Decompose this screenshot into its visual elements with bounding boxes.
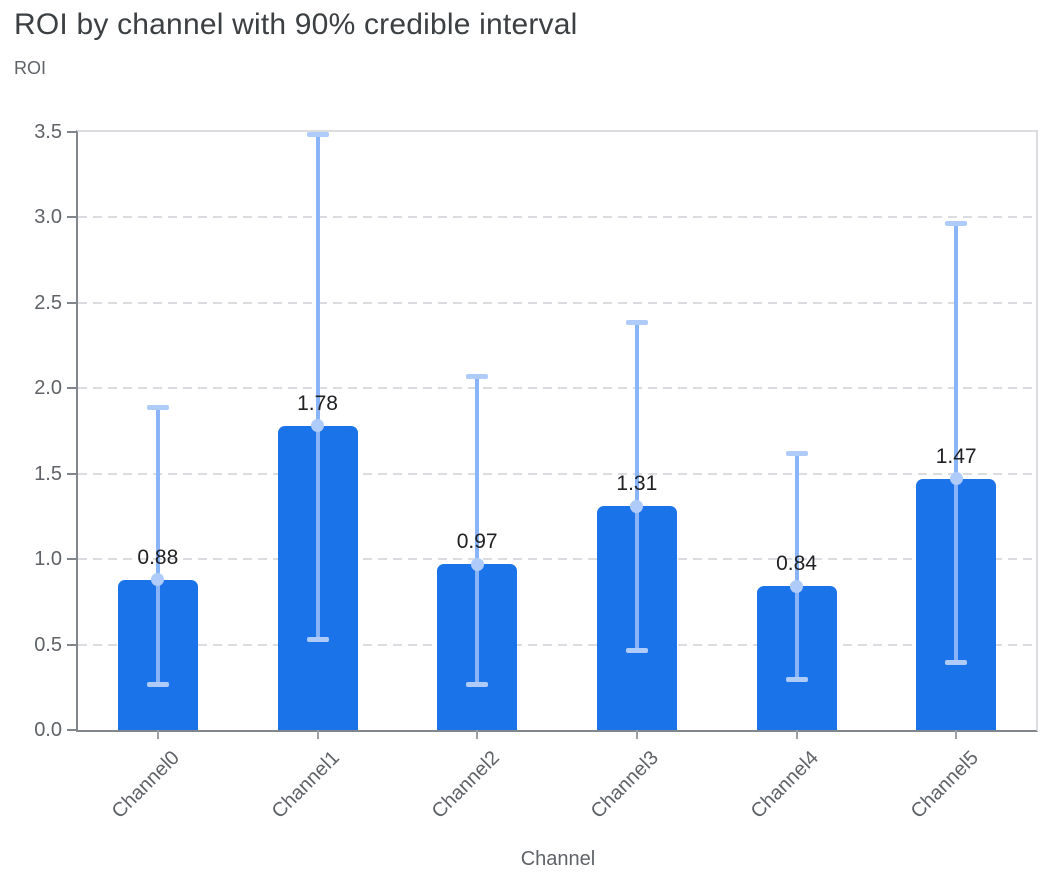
error-bar-lower-cap <box>306 637 329 643</box>
y-axis-tick-2.0 <box>67 387 76 390</box>
error-bar-line-channel1 <box>315 133 320 640</box>
error-bar-lower-cap <box>466 681 489 687</box>
value-label-channel4: 0.84 <box>776 552 817 576</box>
gridline-3 <box>78 216 1036 219</box>
mean-marker <box>151 573 165 587</box>
x-axis-label-channel2: Channel2 <box>427 746 504 823</box>
gridline-0.5 <box>78 643 1036 646</box>
error-bar-upper-cap <box>785 451 808 457</box>
x-axis-tick-channel1 <box>316 730 319 739</box>
gridline-1 <box>78 558 1036 561</box>
error-bar-lower-cap <box>146 681 169 687</box>
error-bar-line-channel5 <box>954 222 959 662</box>
x-axis-label-channel4: Channel4 <box>746 746 823 823</box>
x-axis-tick-channel3 <box>635 730 638 739</box>
gridline-1.5 <box>78 472 1036 475</box>
x-axis-label-channel1: Channel1 <box>267 746 344 823</box>
mean-marker <box>790 579 803 593</box>
x-axis-title: Channel <box>520 848 596 870</box>
gridline-2.5 <box>78 301 1036 304</box>
value-label-channel1: 1.78 <box>297 391 338 415</box>
y-axis-label-1.5: 1.5 <box>34 462 62 485</box>
y-axis-title: ROI <box>14 58 47 78</box>
x-axis-tick-channel4 <box>795 730 798 739</box>
x-axis-label-channel0: Channel0 <box>108 746 185 823</box>
error-bar-line-channel2 <box>475 376 480 684</box>
y-axis-tick-3.5 <box>67 131 76 133</box>
error-bar-line-channel3 <box>634 321 639 650</box>
error-bar-line-channel0 <box>155 407 160 684</box>
y-axis-label-3.0: 3.0 <box>34 206 62 229</box>
x-axis-label-channel3: Channel3 <box>587 746 664 823</box>
mean-marker <box>949 472 963 486</box>
chart-title: ROI by channel with 90% credible interva… <box>14 8 578 41</box>
error-bar-lower-cap <box>625 647 648 653</box>
mean-marker <box>470 557 484 571</box>
error-bar-lower-cap <box>945 659 968 665</box>
value-label-channel3: 1.31 <box>616 472 658 496</box>
value-label-channel0: 0.88 <box>137 545 179 569</box>
mean-marker <box>630 499 644 513</box>
y-axis-tick-3.0 <box>67 216 76 219</box>
x-axis-tick-channel2 <box>476 730 479 739</box>
y-axis-label-3.5: 3.5 <box>34 121 62 143</box>
y-axis-label-0.0: 0.0 <box>34 719 62 741</box>
y-axis-label-2.0: 2.0 <box>34 377 62 400</box>
plot-area: 0.88 1.78 0.97 1.31 0.84 1.47 <box>76 130 1038 732</box>
y-axis-tick-1.5 <box>67 472 76 475</box>
value-label-channel5: 1.47 <box>935 444 977 468</box>
y-axis-tick-2.5 <box>67 301 76 304</box>
error-bar-upper-cap <box>945 220 968 226</box>
y-axis-tick-0.0 <box>67 729 76 731</box>
mean-marker <box>311 419 324 433</box>
error-bar-upper-cap <box>306 131 329 137</box>
y-axis-label-0.5: 0.5 <box>34 633 62 656</box>
gridline-2 <box>78 387 1036 390</box>
error-bar-upper-cap <box>466 374 489 380</box>
error-bar-lower-cap <box>785 676 808 682</box>
y-axis-tick-1.0 <box>67 558 76 561</box>
y-axis-label-2.5: 2.5 <box>34 291 62 314</box>
error-bar-upper-cap <box>625 319 648 325</box>
value-label-channel2: 0.97 <box>456 530 498 554</box>
y-axis-label-1.0: 1.0 <box>34 548 62 571</box>
error-bar-line-channel4 <box>794 453 799 679</box>
x-axis-tick-channel0 <box>156 730 159 739</box>
y-axis-tick-0.5 <box>67 643 76 646</box>
x-axis-label-channel5: Channel5 <box>906 746 983 823</box>
error-bar-upper-cap <box>146 405 169 411</box>
x-axis-tick-channel5 <box>955 730 958 739</box>
